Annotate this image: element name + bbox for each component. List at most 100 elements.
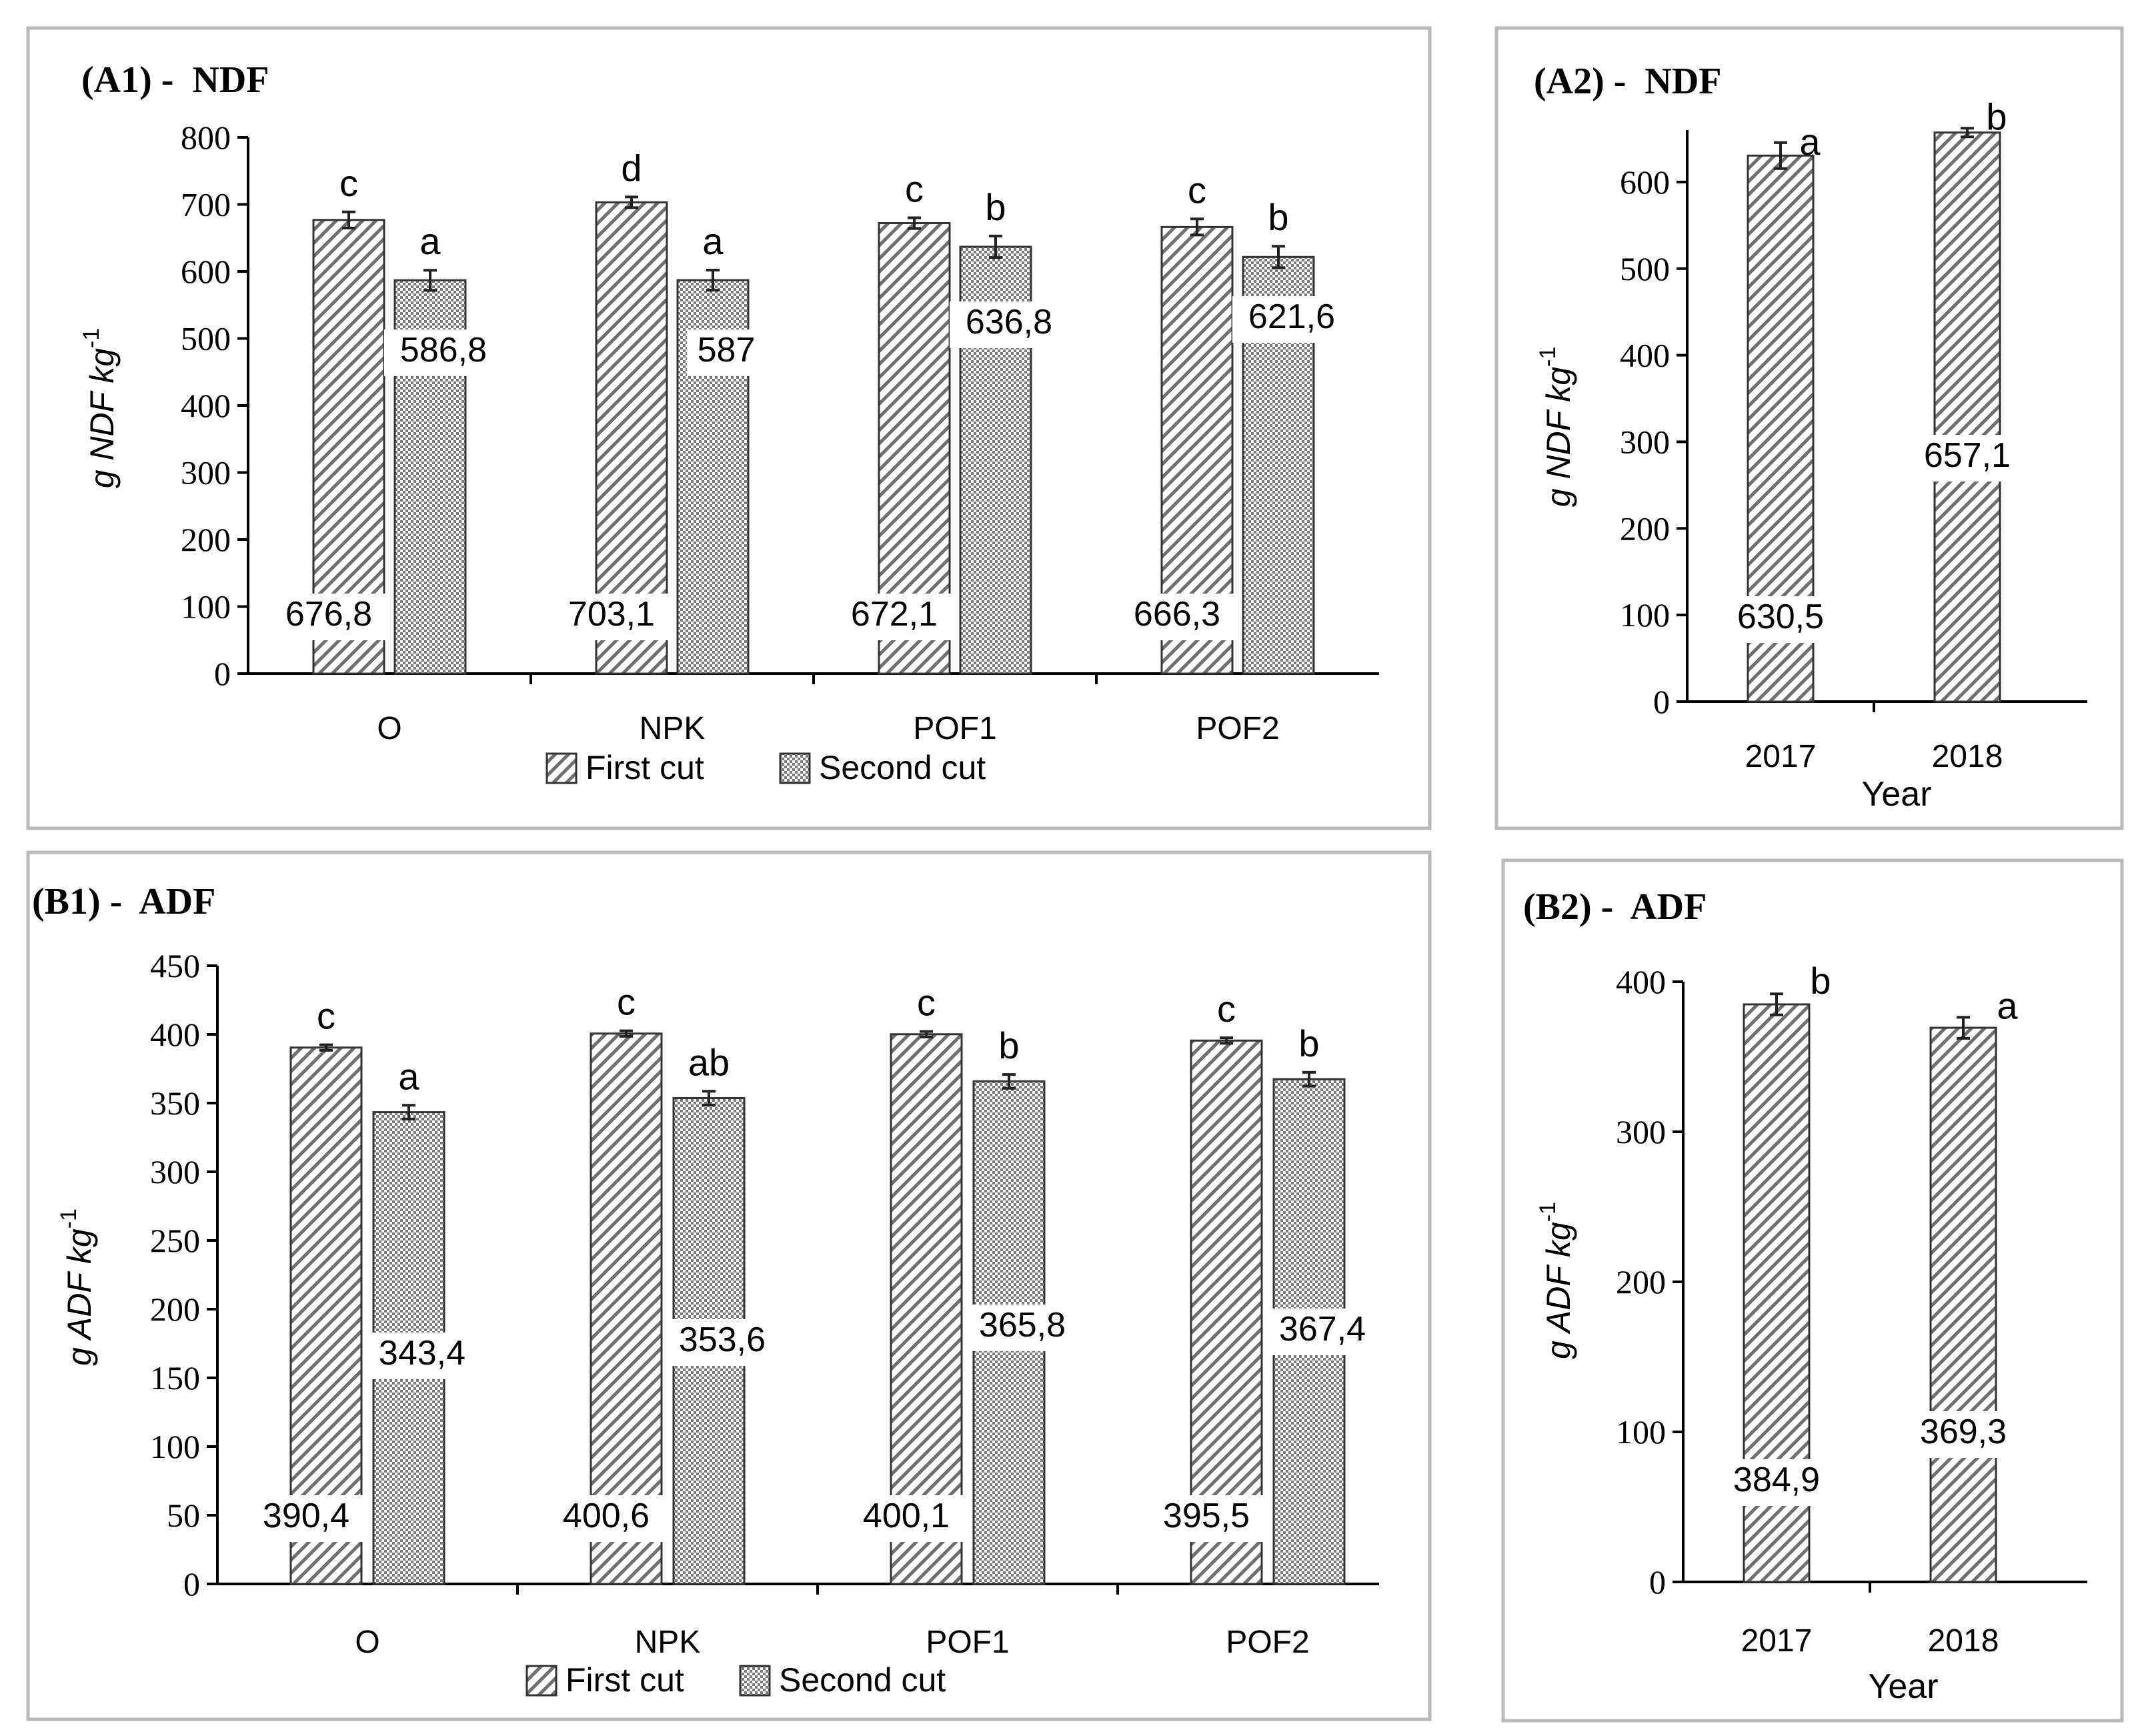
data-label-a1: 586,8 bbox=[400, 331, 487, 369]
x-tick-label-b1: POF2 bbox=[1226, 1625, 1309, 1660]
y-tick-label-a1: 800 bbox=[181, 119, 231, 156]
significance-letter-a2: b bbox=[1986, 95, 2007, 137]
x-tick-label-b1: NPK bbox=[635, 1625, 701, 1660]
panel-frame-a1 bbox=[26, 26, 1432, 830]
significance-letter-b1: b bbox=[1298, 1022, 1319, 1064]
y-tick-label-a1: 0 bbox=[214, 655, 231, 692]
data-label-box-b2 bbox=[1904, 1411, 2023, 1458]
significance-letter-a1: b bbox=[1268, 196, 1288, 238]
y-tick-label-a1: 200 bbox=[181, 521, 231, 558]
y-tick-label-a2: 400 bbox=[1620, 337, 1670, 374]
data-label-a1: 621,6 bbox=[1248, 297, 1335, 336]
data-label-a1: 676,8 bbox=[285, 595, 372, 634]
data-label-a1: 703,1 bbox=[568, 595, 655, 634]
y-tick-label-b1: 300 bbox=[150, 1153, 200, 1190]
data-label-b1: 365,8 bbox=[979, 1306, 1066, 1345]
bar-b1-first-1 bbox=[590, 1032, 663, 1585]
y-tick-label-b1: 100 bbox=[150, 1428, 200, 1465]
data-label-box-a1 bbox=[269, 594, 388, 640]
x-tick-label-b1: O bbox=[355, 1625, 379, 1660]
y-axis-label-a2-main: g NDF kg bbox=[1540, 367, 1577, 507]
y-tick-label-b2: 400 bbox=[1616, 963, 1666, 1000]
x-tick-label-a1: NPK bbox=[640, 711, 706, 746]
y-axis-label-a2-sup: -1 bbox=[1535, 347, 1560, 367]
panel-frame-b1 bbox=[26, 850, 1432, 1721]
data-label-box-b1 bbox=[247, 1495, 365, 1542]
y-axis-label-a2: g NDF kg-1 bbox=[1535, 347, 1577, 508]
significance-letter-b1: b bbox=[998, 1024, 1019, 1066]
significance-letter-b2: b bbox=[1810, 960, 1831, 1002]
significance-letter-b1: c bbox=[617, 981, 636, 1023]
x-tick-label-b1: POF1 bbox=[926, 1625, 1009, 1660]
y-tick-label-a2: 200 bbox=[1620, 510, 1670, 547]
data-label-box-a1 bbox=[687, 329, 766, 376]
legend-swatch-b1-second-cut bbox=[739, 1665, 771, 1697]
chart-panel-b1: (B1) - ADF g ADF kg-1 0 50 100 150 200 250 300… bbox=[32, 881, 1382, 1699]
data-label-b1: 400,1 bbox=[863, 1497, 950, 1535]
bar-b2-first-1 bbox=[1929, 1026, 1997, 1583]
data-label-b1: 367,4 bbox=[1279, 1310, 1366, 1349]
y-axis-label-b2-sup: -1 bbox=[1535, 1202, 1560, 1222]
legend-label-b1-first-cut: First cut bbox=[566, 1661, 684, 1699]
x-axis-label-a2: Year bbox=[1861, 775, 1931, 814]
legend-label-a1-second-cut: Second cut bbox=[819, 749, 986, 786]
data-label-b2: 369,3 bbox=[1920, 1413, 2007, 1451]
chart-title-b2: (B2) - ADF bbox=[1523, 886, 1707, 928]
x-axis-label-b2: Year bbox=[1868, 1667, 1938, 1706]
data-label-box-b1 bbox=[547, 1495, 666, 1542]
significance-letter-a2: a bbox=[1799, 121, 1821, 163]
chart-title-a1: (A1) - NDF bbox=[81, 59, 269, 101]
chart-title-b1: (B1) - ADF bbox=[32, 881, 215, 922]
y-tick-label-a1: 500 bbox=[181, 320, 231, 357]
x-tick-label-a1: O bbox=[377, 711, 401, 746]
data-label-b1: 343,4 bbox=[379, 1334, 465, 1373]
y-tick-label-b2: 100 bbox=[1616, 1413, 1666, 1451]
data-label-box-b1 bbox=[847, 1495, 966, 1542]
data-label-box-a1 bbox=[1118, 594, 1236, 640]
y-axis-label-b1-main: g ADF kg bbox=[61, 1228, 98, 1366]
significance-letter-b1: a bbox=[398, 1055, 419, 1097]
legend-swatch-a1-first-cut bbox=[546, 752, 578, 784]
x-tick-label-a1: POF2 bbox=[1196, 711, 1279, 746]
bar-b1-first-3 bbox=[1190, 1039, 1263, 1585]
y-tick-label-a2: 100 bbox=[1620, 596, 1670, 634]
data-label-a2: 630,5 bbox=[1737, 598, 1824, 636]
data-label-a1: 672,1 bbox=[851, 595, 938, 634]
significance-letter-a1: a bbox=[702, 220, 724, 262]
significance-letter-b1: c bbox=[917, 982, 936, 1024]
data-label-box-b1 bbox=[1147, 1495, 1266, 1542]
data-label-box-a1 bbox=[384, 329, 503, 376]
y-tick-label-a1: 600 bbox=[181, 253, 231, 290]
y-axis-label-a1-sup: -1 bbox=[79, 328, 104, 348]
data-label-b1: 353,6 bbox=[679, 1321, 766, 1359]
data-label-box-b1 bbox=[363, 1333, 481, 1379]
x-tick-label-b2: 2017 bbox=[1741, 1623, 1813, 1659]
significance-letter-b1: c bbox=[1217, 988, 1236, 1030]
legend-label-a1-first-cut: First cut bbox=[586, 749, 704, 786]
data-label-a1: 666,3 bbox=[1134, 595, 1220, 634]
y-axis-label-b2: g ADF kg-1 bbox=[1535, 1202, 1577, 1359]
y-tick-label-a1: 100 bbox=[181, 588, 231, 626]
data-label-box-a1 bbox=[835, 594, 954, 640]
significance-letter-b1: ab bbox=[688, 1041, 730, 1083]
significance-letter-a1: d bbox=[621, 147, 642, 189]
y-tick-label-b2: 300 bbox=[1616, 1113, 1666, 1150]
chart-panel-a2: (A2) - NDF g NDF kg-1 Year 0 100 200 300 400… bbox=[1534, 61, 2087, 814]
significance-letter-a1: b bbox=[985, 186, 1006, 228]
y-tick-label-b1: 400 bbox=[150, 1016, 200, 1053]
chart-title-a2: (A2) - NDF bbox=[1534, 61, 1721, 102]
data-label-a2: 657,1 bbox=[1924, 436, 2011, 475]
x-tick-label-b2: 2018 bbox=[1928, 1623, 1999, 1659]
data-label-b1: 400,6 bbox=[563, 1497, 650, 1535]
data-label-box-a2 bbox=[1908, 435, 2027, 482]
data-label-b2: 384,9 bbox=[1733, 1461, 1820, 1499]
y-axis-label-a1-main: g NDF kg bbox=[83, 348, 121, 488]
y-tick-label-a1: 300 bbox=[181, 454, 231, 492]
y-tick-label-b1: 0 bbox=[183, 1565, 200, 1603]
x-tick-label-a2: 2018 bbox=[1932, 739, 2003, 774]
legend-label-b1-second-cut: Second cut bbox=[779, 1661, 946, 1699]
y-tick-label-b1: 250 bbox=[150, 1222, 200, 1259]
y-tick-label-a2: 500 bbox=[1620, 250, 1670, 287]
